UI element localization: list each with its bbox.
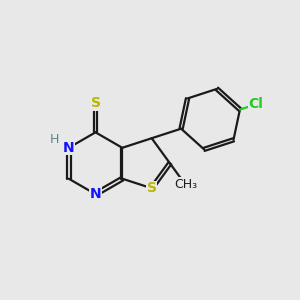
Text: H: H: [49, 133, 59, 146]
Text: N: N: [63, 141, 75, 155]
Text: S: S: [91, 96, 100, 110]
Text: S: S: [147, 181, 157, 195]
Text: N: N: [90, 187, 101, 201]
Text: Cl: Cl: [249, 97, 263, 111]
Text: CH₃: CH₃: [174, 178, 197, 191]
